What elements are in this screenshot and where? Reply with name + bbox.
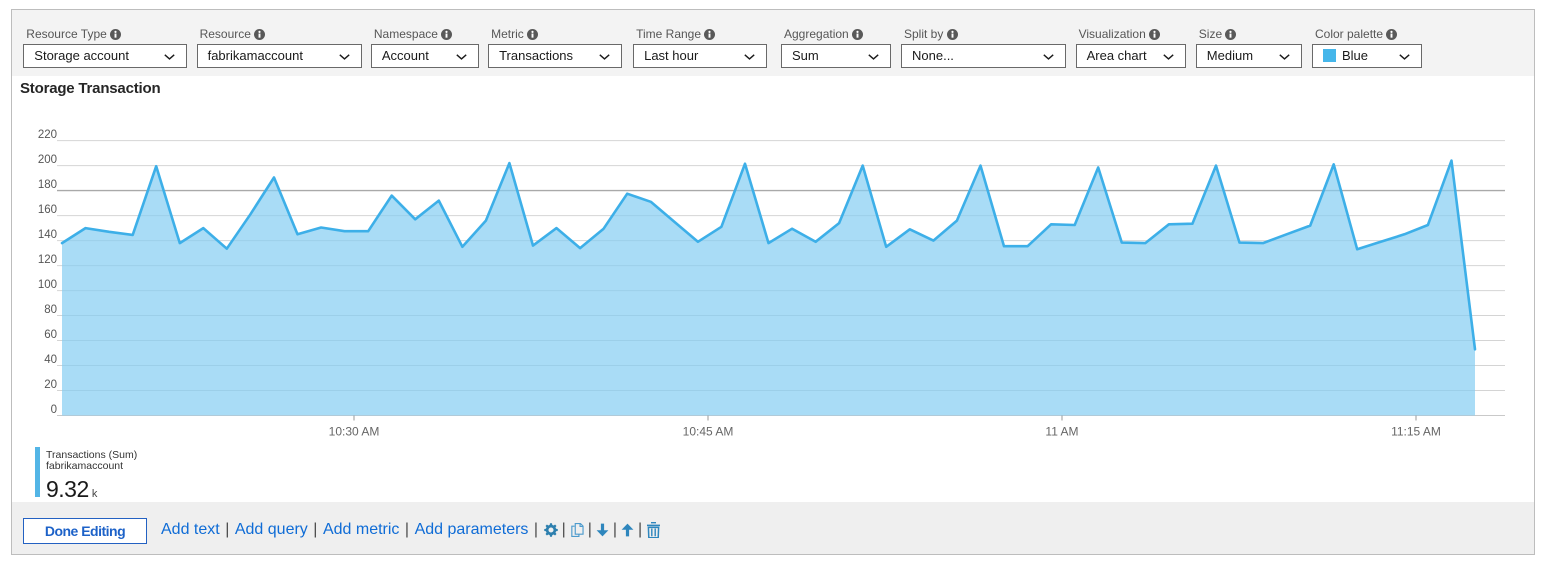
svg-text:220: 220 (38, 129, 57, 141)
svg-text:100: 100 (38, 279, 57, 291)
svg-text:11:15 AM: 11:15 AM (1391, 425, 1441, 439)
svg-text:0: 0 (51, 404, 57, 416)
svg-text:10:45 AM: 10:45 AM (683, 425, 734, 439)
svg-text:180: 180 (38, 179, 57, 191)
svg-text:10:30 AM: 10:30 AM (329, 425, 380, 439)
svg-text:160: 160 (38, 204, 57, 216)
svg-text:140: 140 (38, 229, 57, 241)
svg-text:11 AM: 11 AM (1045, 425, 1078, 439)
svg-text:40: 40 (44, 354, 57, 366)
svg-text:80: 80 (44, 304, 57, 316)
svg-text:20: 20 (44, 379, 57, 391)
svg-text:200: 200 (38, 154, 57, 166)
svg-text:60: 60 (44, 329, 57, 341)
svg-text:120: 120 (38, 254, 57, 266)
